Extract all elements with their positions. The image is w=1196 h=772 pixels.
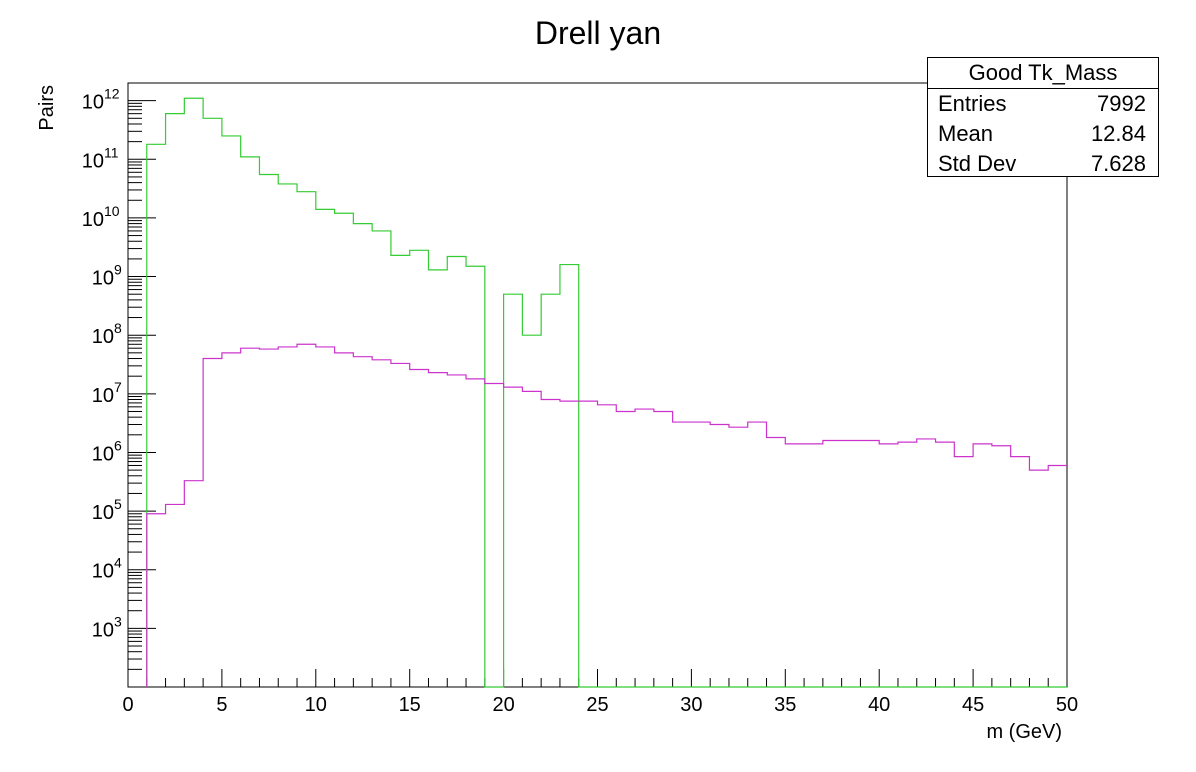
y-tick-exponent: 8 bbox=[114, 320, 122, 336]
x-tick-label: 10 bbox=[305, 694, 327, 716]
y-tick-exponent: 6 bbox=[114, 437, 122, 453]
stats-row-mean: Mean 12.84 bbox=[928, 119, 1158, 149]
y-axis-label: Pairs bbox=[36, 85, 58, 131]
y-tick-exponent: 9 bbox=[114, 262, 122, 278]
y-tick-exponent: 11 bbox=[104, 144, 119, 160]
stats-stddev-value: 7.628 bbox=[1090, 151, 1146, 176]
y-tick-label: 10 bbox=[92, 619, 114, 641]
x-tick-label: 25 bbox=[586, 694, 608, 716]
stats-mean-label: Mean bbox=[938, 121, 994, 146]
data-series bbox=[146, 97, 1067, 688]
x-tick-label: 30 bbox=[680, 694, 702, 716]
y-tick-exponent: 5 bbox=[114, 496, 122, 512]
x-tick-label: 15 bbox=[399, 694, 421, 716]
y-tick-exponent: 10 bbox=[104, 203, 120, 219]
x-tick-label: 0 bbox=[122, 694, 133, 716]
stats-box: Good Tk_Mass Entries 7992 Mean 12.84 Std… bbox=[927, 57, 1159, 177]
histogram-series-1 bbox=[146, 343, 1067, 687]
y-tick-exponent: 4 bbox=[114, 555, 122, 571]
stats-row-stddev: Std Dev 7.628 bbox=[928, 149, 1158, 179]
y-tick-label: 10 bbox=[92, 561, 114, 583]
y-tick-label: 10 bbox=[82, 209, 104, 231]
stats-mean-value: 12.84 bbox=[1090, 121, 1146, 146]
x-tick-label: 20 bbox=[492, 694, 514, 716]
y-tick-label: 10 bbox=[82, 150, 104, 172]
x-axis-label: m (GeV) bbox=[986, 721, 1062, 743]
histogram-series-0 bbox=[146, 97, 1067, 688]
y-tick-exponent: 3 bbox=[114, 613, 122, 629]
y-tick-label: 10 bbox=[92, 443, 114, 465]
stats-row-entries: Entries 7992 bbox=[928, 89, 1158, 119]
y-tick-label: 10 bbox=[92, 385, 114, 407]
y-tick-label: 10 bbox=[92, 268, 114, 290]
x-tick-label: 5 bbox=[216, 694, 227, 716]
stats-title: Good Tk_Mass bbox=[928, 58, 1158, 89]
stats-entries-value: 7992 bbox=[1097, 91, 1146, 116]
y-tick-exponent: 7 bbox=[114, 379, 122, 395]
y-tick-exponent: 12 bbox=[104, 86, 120, 102]
x-tick-label: 40 bbox=[868, 694, 890, 716]
x-tick-label: 50 bbox=[1056, 694, 1078, 716]
y-tick-label: 10 bbox=[82, 92, 104, 114]
stats-entries-label: Entries bbox=[938, 91, 1007, 116]
y-tick-label: 10 bbox=[92, 502, 114, 524]
y-tick-label: 10 bbox=[92, 326, 114, 348]
x-tick-label: 35 bbox=[774, 694, 796, 716]
chart-title: Drell yan bbox=[535, 15, 661, 51]
stats-stddev-label: Std Dev bbox=[938, 151, 1017, 176]
x-tick-label: 45 bbox=[962, 694, 984, 716]
